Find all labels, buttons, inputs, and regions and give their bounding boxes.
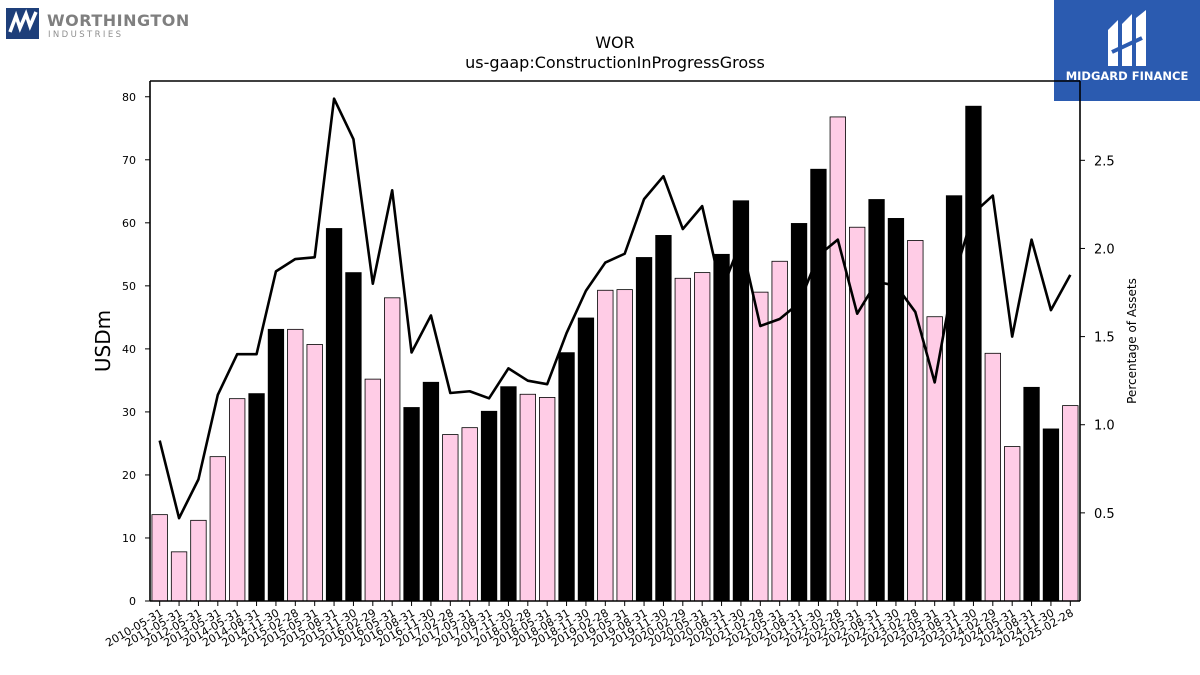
bar-2012-05-31 xyxy=(190,519,207,602)
logo-company-name: WORTHINGTON xyxy=(47,11,190,30)
worthington-logo: WORTHINGTON INDUSTRIES xyxy=(6,8,206,44)
bar-2024-05-31 xyxy=(1004,446,1021,602)
bar-2021-11-30 xyxy=(810,168,827,602)
bar-2022-02-28 xyxy=(829,116,846,602)
y-tick-label: 10 xyxy=(122,532,136,545)
logo-company-subtitle: INDUSTRIES xyxy=(48,30,124,40)
bar-2015-05-31 xyxy=(306,344,323,602)
line-layer xyxy=(158,97,1072,520)
chart-title: WOR xyxy=(595,33,635,52)
bar-2017-08-31 xyxy=(480,410,498,602)
bar-2015-02-28 xyxy=(287,328,304,602)
bar-2017-11-30 xyxy=(500,386,517,602)
chart-subtitle: us-gaap:ConstructionInProgressGross xyxy=(465,53,765,72)
bar-2016-05-31 xyxy=(384,297,401,602)
bar-2022-08-31 xyxy=(868,199,885,602)
bar-2022-05-31 xyxy=(849,226,866,602)
y-axis-label: USDm xyxy=(91,310,115,372)
y-tick-label: 40 xyxy=(122,343,136,356)
bar-2019-02-28 xyxy=(597,289,614,602)
bar-2019-08-31 xyxy=(635,257,653,602)
y2-tick-label: 2.5 xyxy=(1094,154,1115,169)
bar-2014-08-31 xyxy=(248,393,265,602)
y-tick-label: 30 xyxy=(122,406,136,419)
bar-2014-05-31 xyxy=(229,398,246,602)
percentage-line xyxy=(158,97,1072,520)
bar-2018-08-31 xyxy=(558,352,575,602)
y2-tick-label: 1.5 xyxy=(1094,331,1115,346)
bar-2019-05-31 xyxy=(616,289,633,602)
y2-tick-label: 2.0 xyxy=(1094,242,1115,257)
bar-2018-11-30 xyxy=(577,317,595,602)
bar-2011-05-31 xyxy=(170,551,188,602)
bar-2019-11-30 xyxy=(655,235,672,602)
bar-2021-08-31 xyxy=(790,223,808,602)
midgard-m-icon xyxy=(1108,10,1146,66)
bar-2025-02-28 xyxy=(1062,405,1079,602)
y2-tick-label: 1.0 xyxy=(1094,419,1115,434)
bar-2017-05-31 xyxy=(461,427,478,602)
bar-2024-08-31 xyxy=(1023,386,1040,602)
bar-2023-02-28 xyxy=(907,240,924,602)
bar-2016-08-31 xyxy=(403,407,420,602)
bar-2024-02-29 xyxy=(984,352,1001,602)
bar-2021-05-31 xyxy=(771,260,788,602)
bar-2020-08-31 xyxy=(713,253,730,602)
bar-2022-11-30 xyxy=(887,218,905,602)
bar-2024-11-30 xyxy=(1042,428,1060,602)
bar-2016-02-29 xyxy=(364,378,381,602)
y-tick-label: 60 xyxy=(122,217,136,230)
worthington-w-icon xyxy=(6,8,39,39)
bar-2018-02-28 xyxy=(519,393,536,602)
bar-2020-05-31 xyxy=(694,272,711,602)
y-tick-label: 0 xyxy=(129,595,136,608)
y2-tick-label: 0.5 xyxy=(1094,507,1115,522)
y2-axis-label: Percentage of Assets xyxy=(1125,278,1139,404)
bar-2017-02-28 xyxy=(442,434,459,602)
bar-2018-05-31 xyxy=(539,397,556,602)
bar-2014-11-30 xyxy=(267,328,285,602)
axes-layer: 010203040506070800.51.01.52.02.52010-05-… xyxy=(103,80,1115,650)
bar-2020-02-29 xyxy=(674,277,691,602)
bar-2021-02-28 xyxy=(752,291,769,602)
bar-2015-08-31 xyxy=(325,228,343,602)
bar-2016-11-30 xyxy=(422,381,440,602)
bar-2023-11-30 xyxy=(965,105,982,602)
midgard-finance-logo: MIDGARD FINANCE xyxy=(1054,0,1200,101)
logo-brand-name: MIDGARD FINANCE xyxy=(1065,69,1189,83)
bar-2013-05-31 xyxy=(209,456,226,602)
y-tick-label: 80 xyxy=(122,91,136,104)
y-tick-label: 50 xyxy=(122,280,136,293)
y-tick-label: 20 xyxy=(122,469,136,482)
bar-2015-11-30 xyxy=(345,272,362,602)
y-tick-label: 70 xyxy=(122,154,136,167)
bar-2010-05-31 xyxy=(151,514,168,602)
